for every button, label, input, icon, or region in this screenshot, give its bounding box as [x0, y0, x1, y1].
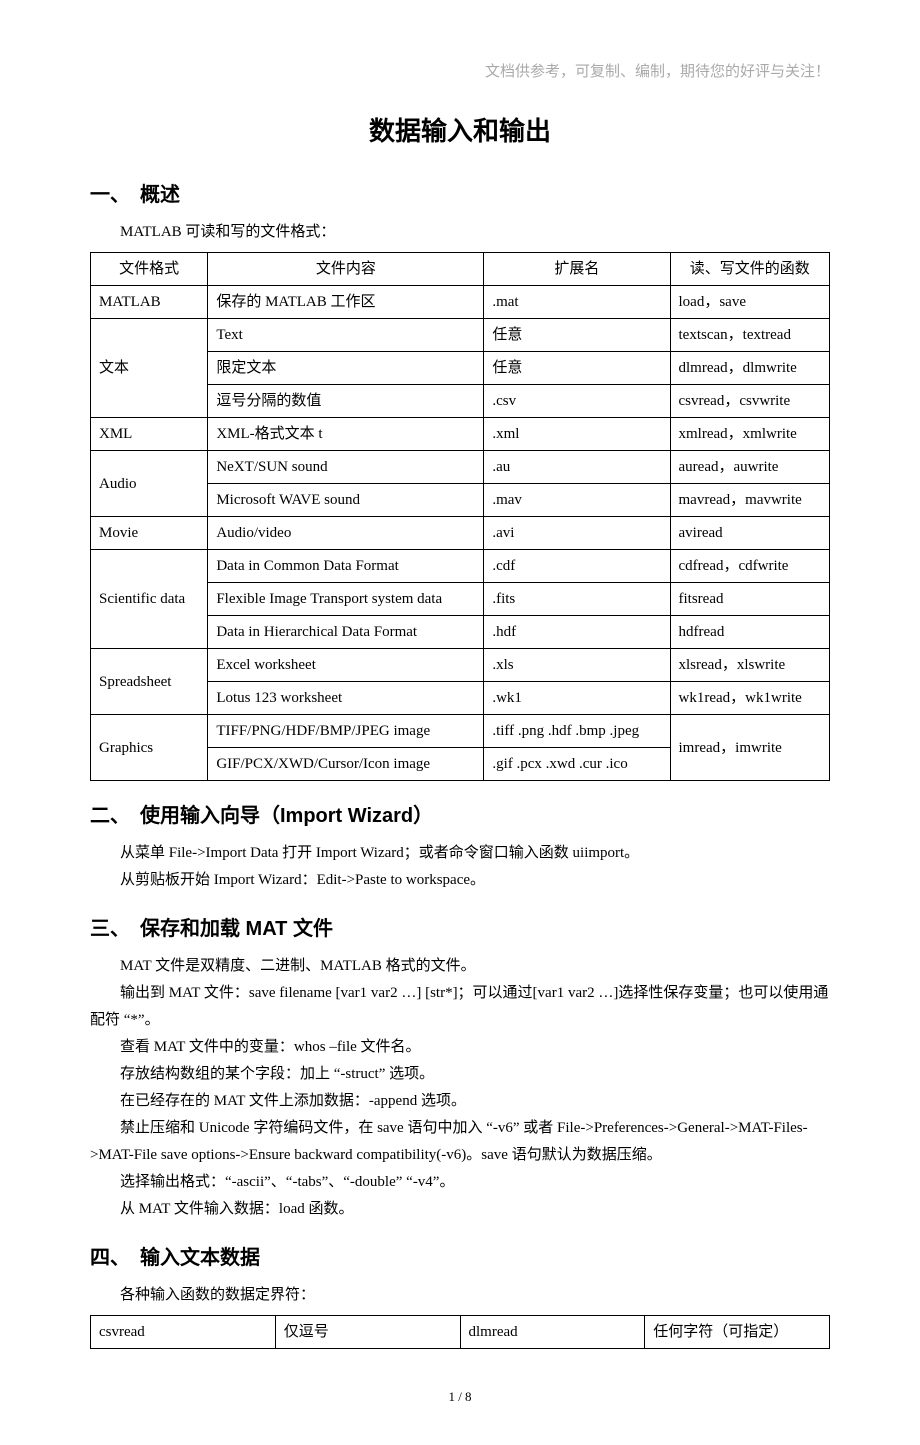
table-cell: .avi	[484, 517, 670, 550]
table-row: Scientific data Data in Common Data Form…	[91, 550, 830, 583]
section-3-p8: 从 MAT 文件输入数据：load 函数。	[90, 1196, 830, 1223]
table-cell: Audio/video	[208, 517, 484, 550]
table-cell: csvread，csvwrite	[670, 385, 829, 418]
table-cell: .mav	[484, 484, 670, 517]
table-cell: .mat	[484, 286, 670, 319]
table-cell: Data in Hierarchical Data Format	[208, 616, 484, 649]
header-note: 文档供参考，可复制、编制，期待您的好评与关注！	[90, 60, 830, 81]
table-cell: .wk1	[484, 682, 670, 715]
section-3-heading: 三、 保存和加载 MAT 文件	[90, 912, 830, 941]
table-header-row: 文件格式 文件内容 扩展名 读、写文件的函数	[91, 253, 830, 286]
section-3-p7: 选择输出格式：“-ascii”、“-tabs”、“-double” “-v4”。	[90, 1169, 830, 1196]
table-cell: auread，auwrite	[670, 451, 829, 484]
table-cell: Audio	[91, 451, 208, 517]
table-cell: 任意	[484, 352, 670, 385]
table-header-cell: 文件内容	[208, 253, 484, 286]
table-cell: imread，imwrite	[670, 715, 829, 781]
table-cell: 任何字符（可指定）	[645, 1316, 830, 1349]
table-cell: Text	[208, 319, 484, 352]
table-cell: .xml	[484, 418, 670, 451]
section-3-p5: 在已经存在的 MAT 文件上添加数据：-append 选项。	[90, 1088, 830, 1115]
table-row: csvread 仅逗号 dlmread 任何字符（可指定）	[91, 1316, 830, 1349]
table-cell: NeXT/SUN sound	[208, 451, 484, 484]
table-cell: 限定文本	[208, 352, 484, 385]
table-row: 文本 Text 任意 textscan，textread	[91, 319, 830, 352]
table-row: XML XML-格式文本 t .xml xmlread，xmlwrite	[91, 418, 830, 451]
table-cell: .cdf	[484, 550, 670, 583]
table-cell: csvread	[91, 1316, 276, 1349]
table-cell: dlmread	[460, 1316, 645, 1349]
table-cell: .csv	[484, 385, 670, 418]
table-cell: XML-格式文本 t	[208, 418, 484, 451]
table-cell: textscan，textread	[670, 319, 829, 352]
table-cell: XML	[91, 418, 208, 451]
section-2-p2: 从剪贴板开始 Import Wizard：Edit->Paste to work…	[90, 867, 830, 894]
table-cell: Excel worksheet	[208, 649, 484, 682]
table-cell: Lotus 123 worksheet	[208, 682, 484, 715]
table-header-cell: 文件格式	[91, 253, 208, 286]
table-cell: aviread	[670, 517, 829, 550]
table-cell: dlmread，dlmwrite	[670, 352, 829, 385]
table-cell: Spreadsheet	[91, 649, 208, 715]
table-cell: .xls	[484, 649, 670, 682]
section-3-p4: 存放结构数组的某个字段：加上 “-struct” 选项。	[90, 1061, 830, 1088]
table-cell: 仅逗号	[275, 1316, 460, 1349]
table-cell: Graphics	[91, 715, 208, 781]
table-cell: 文本	[91, 319, 208, 418]
table-cell: cdfread，cdfwrite	[670, 550, 829, 583]
table-cell: .hdf	[484, 616, 670, 649]
table-row: MATLAB 保存的 MATLAB 工作区 .mat load，save	[91, 286, 830, 319]
document-title: 数据输入和输出	[90, 111, 830, 148]
table-cell: wk1read，wk1write	[670, 682, 829, 715]
table-cell: Data in Common Data Format	[208, 550, 484, 583]
table-row: Graphics TIFF/PNG/HDF/BMP/JPEG image .ti…	[91, 715, 830, 748]
table-cell: .tiff .png .hdf .bmp .jpeg	[484, 715, 670, 748]
section-3-p6: 禁止压缩和 Unicode 字符编码文件，在 save 语句中加入 “-v6” …	[90, 1115, 830, 1169]
table-cell: Flexible Image Transport system data	[208, 583, 484, 616]
table-cell: xmlread，xmlwrite	[670, 418, 829, 451]
table-cell: 保存的 MATLAB 工作区	[208, 286, 484, 319]
table-cell: xlsread，xlswrite	[670, 649, 829, 682]
table-cell: MATLAB	[91, 286, 208, 319]
table-cell: mavread，mavwrite	[670, 484, 829, 517]
table-cell: load，save	[670, 286, 829, 319]
section-4-intro: 各种输入函数的数据定界符：	[90, 1282, 830, 1309]
section-3-p3: 查看 MAT 文件中的变量：whos –file 文件名。	[90, 1034, 830, 1061]
table-cell: Movie	[91, 517, 208, 550]
page-number: 1 / 8	[90, 1389, 830, 1405]
table-cell: .gif .pcx .xwd .cur .ico	[484, 748, 670, 781]
table-cell: Scientific data	[91, 550, 208, 649]
table-cell: TIFF/PNG/HDF/BMP/JPEG image	[208, 715, 484, 748]
table-cell: GIF/PCX/XWD/Cursor/Icon image	[208, 748, 484, 781]
table-cell: fitsread	[670, 583, 829, 616]
table-cell: 逗号分隔的数值	[208, 385, 484, 418]
section-4-heading: 四、 输入文本数据	[90, 1241, 830, 1270]
section-2-heading: 二、 使用输入向导（Import Wizard）	[90, 799, 830, 828]
section-3-p1: MAT 文件是双精度、二进制、MATLAB 格式的文件。	[90, 953, 830, 980]
section-3-p2: 输出到 MAT 文件：save filename [var1 var2 …] […	[90, 980, 830, 1034]
table-cell: .au	[484, 451, 670, 484]
document-page: 文档供参考，可复制、编制，期待您的好评与关注！ 数据输入和输出 一、 概述 MA…	[0, 0, 920, 1445]
table-row: Spreadsheet Excel worksheet .xls xlsread…	[91, 649, 830, 682]
section-1-heading: 一、 概述	[90, 178, 830, 207]
section-2-p1: 从菜单 File->Import Data 打开 Import Wizard；或…	[90, 840, 830, 867]
table-header-cell: 读、写文件的函数	[670, 253, 829, 286]
delimiter-table: csvread 仅逗号 dlmread 任何字符（可指定）	[90, 1315, 830, 1349]
table-cell: 任意	[484, 319, 670, 352]
table-row: Audio NeXT/SUN sound .au auread，auwrite	[91, 451, 830, 484]
table-header-cell: 扩展名	[484, 253, 670, 286]
table-cell: Microsoft WAVE sound	[208, 484, 484, 517]
file-formats-table: 文件格式 文件内容 扩展名 读、写文件的函数 MATLAB 保存的 MATLAB…	[90, 252, 830, 781]
section-1-intro: MATLAB 可读和写的文件格式：	[90, 219, 830, 246]
table-cell: hdfread	[670, 616, 829, 649]
table-cell: .fits	[484, 583, 670, 616]
table-row: Movie Audio/video .avi aviread	[91, 517, 830, 550]
